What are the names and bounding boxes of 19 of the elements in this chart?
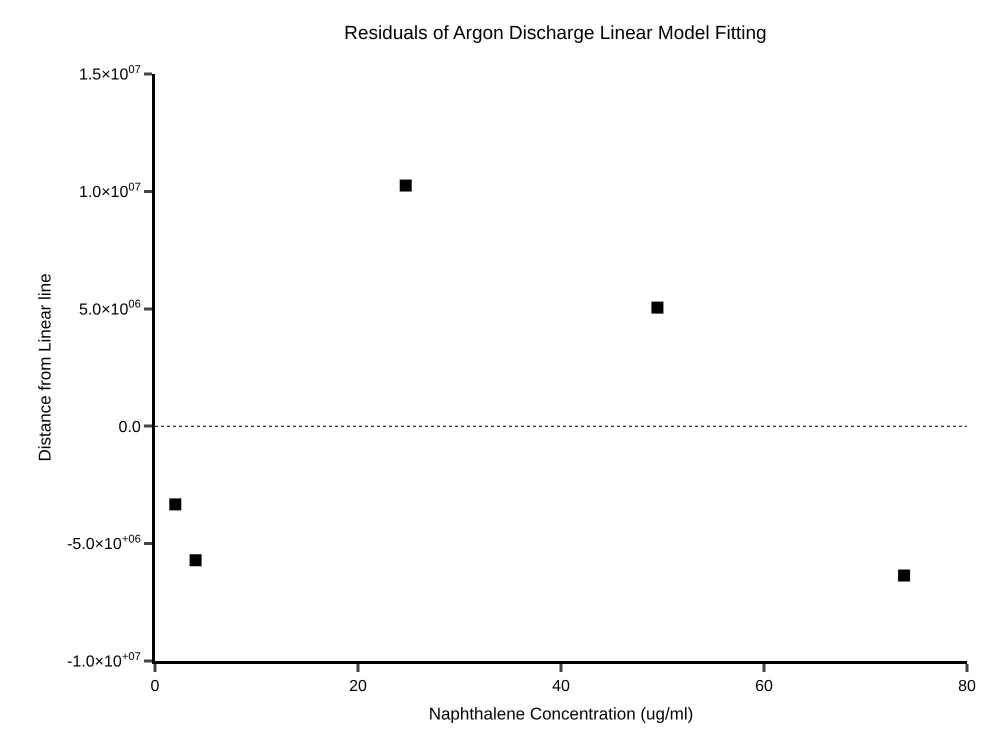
y-tick-label: 1.5×10$^{07}$ xyxy=(78,64,141,84)
point xyxy=(190,554,202,566)
y-tick-label: 0.0 xyxy=(118,418,141,436)
y-axis-title: Distance from Linear line xyxy=(36,273,55,462)
y-tick-label: -5.0×10$^{+06}$ xyxy=(67,533,141,554)
x-tick-label: 80 xyxy=(958,678,976,696)
point xyxy=(651,302,664,314)
y-tick-label: 1.0×10$^{07}$ xyxy=(78,181,141,201)
x-tick-label: 20 xyxy=(349,678,367,696)
point xyxy=(898,570,910,582)
point xyxy=(169,498,182,510)
chart-title: Residuals of Argon Discharge Linear Model Fitting xyxy=(344,23,767,44)
x-tick-label: 0 xyxy=(150,678,160,696)
point xyxy=(400,180,412,192)
y-tick-label: 5.0×10$^{06}$ xyxy=(78,298,141,318)
y-tick-label: -1.0×10$^{+07}$ xyxy=(67,650,141,671)
x-tick-label: 60 xyxy=(755,678,773,696)
x-axis-title: Naphthalene Concentration (ug/ml) xyxy=(428,704,694,724)
x-tick-label: 40 xyxy=(552,678,570,696)
